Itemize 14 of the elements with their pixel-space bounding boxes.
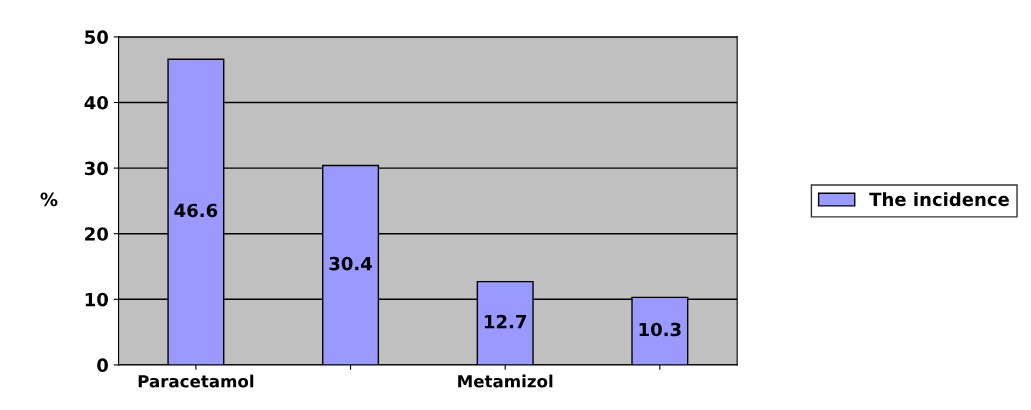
y-tick-label: 50 [85,30,108,45]
legend-label: The incidence [869,192,1009,207]
y-tick-label: 10 [85,292,108,307]
data-label: 12.7 [484,314,527,329]
x-tick-label: Paracetamol [138,374,254,388]
y-tick-label: 0 [97,358,108,373]
y-tick-label: 30 [84,161,108,176]
y-tick-label: 40 [84,95,108,110]
data-label: 46.6 [174,203,218,218]
y-tick-label: 20 [85,227,108,241]
data-label: 10.3 [639,322,681,337]
data-label: 30.4 [329,256,372,271]
x-tick-label: Metamizol [458,374,553,388]
y-axis-title: % [40,192,58,207]
